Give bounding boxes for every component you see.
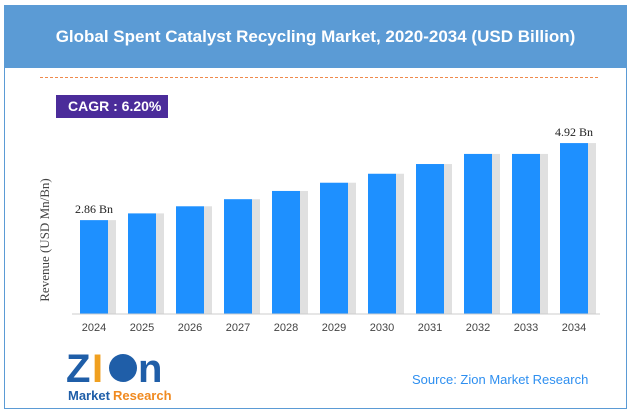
bar-shadow [204, 206, 212, 314]
bar-2027 [224, 199, 252, 314]
bar-2025 [128, 213, 156, 314]
bar-2026 [176, 206, 204, 314]
svg-text:Research: Research [113, 388, 172, 403]
x-tick-label: 2030 [370, 322, 394, 334]
bar-2024 [80, 220, 108, 314]
divider [40, 77, 598, 78]
bar-2031 [416, 164, 444, 314]
zion-logo: Z I n Market Research [66, 347, 172, 403]
x-tick-label: 2032 [466, 322, 490, 334]
bar-2029 [320, 182, 348, 314]
chart-title: Global Spent Catalyst Recycling Market, … [4, 5, 627, 68]
data-label-last: 4.92 Bn [555, 125, 593, 139]
source-note: Source: Zion Market Research [412, 372, 589, 387]
x-tick-label: 2026 [178, 322, 202, 334]
bar-shadow [492, 153, 500, 314]
x-tick-label: 2028 [274, 322, 298, 334]
bar-2033 [512, 153, 540, 314]
x-tick-label: 2024 [82, 322, 106, 334]
bar-shadow [252, 199, 260, 314]
x-tick-label: 2034 [562, 322, 586, 334]
bar-shadow [396, 173, 404, 314]
svg-text:I: I [92, 347, 103, 391]
bar-2028 [272, 190, 300, 314]
svg-text:Market: Market [68, 388, 111, 403]
bar-2032 [464, 153, 492, 314]
bar-2030 [368, 173, 396, 314]
data-label-first: 2.86 Bn [75, 202, 113, 216]
svg-text:Z: Z [66, 347, 90, 391]
bar-shadow [588, 143, 596, 314]
svg-text:n: n [138, 347, 162, 391]
x-tick-label: 2027 [226, 322, 250, 334]
bar-shadow [348, 182, 356, 314]
x-tick-label: 2031 [418, 322, 442, 334]
bar-2034 [560, 143, 588, 314]
bar-shadow [540, 153, 548, 314]
x-tick-label: 2033 [514, 322, 538, 334]
bar-shadow [300, 190, 308, 314]
bar-shadow [156, 213, 164, 314]
x-tick-label: 2029 [322, 322, 346, 334]
bar-shadow [444, 164, 452, 314]
bar-shadow [108, 220, 116, 314]
cagr-badge: CAGR : 6.20% [56, 95, 168, 118]
x-tick-label: 2025 [130, 322, 154, 334]
